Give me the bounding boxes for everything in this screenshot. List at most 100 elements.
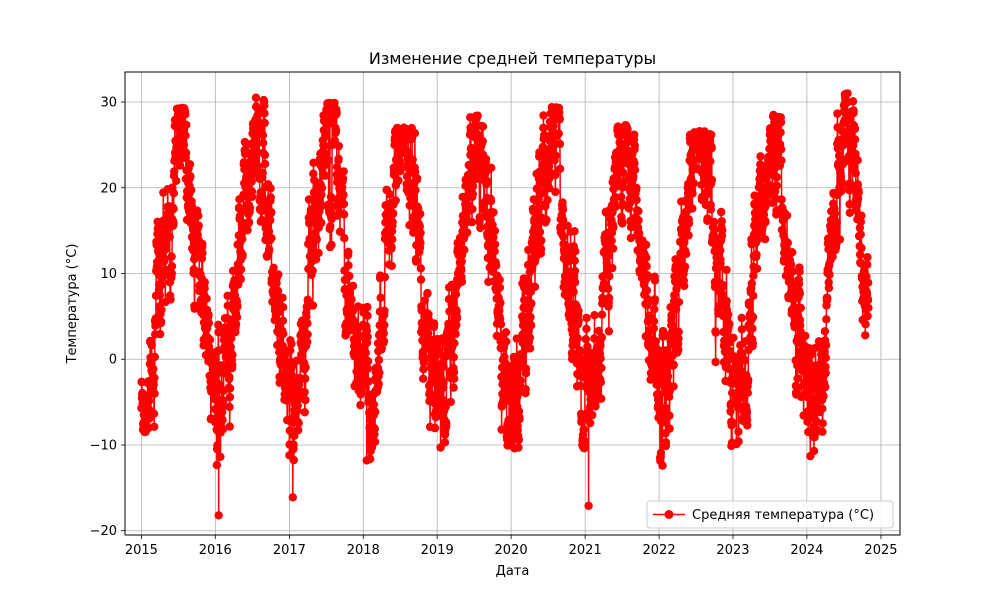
data-point-marker: [419, 365, 428, 374]
data-point-marker: [449, 368, 459, 377]
data-point-marker: [451, 329, 460, 339]
data-point-marker: [379, 329, 388, 338]
data-point-marker: [753, 234, 763, 244]
data-point-marker: [822, 315, 831, 324]
data-point-marker: [793, 374, 802, 383]
x-tick-label: 2024: [790, 543, 823, 558]
data-point-marker: [551, 187, 560, 197]
data-point-marker: [363, 302, 372, 312]
data-point-marker: [764, 187, 773, 196]
data-point-marker: [551, 151, 560, 160]
data-point-marker: [534, 204, 543, 213]
data-point-marker: [864, 303, 873, 312]
data-point-marker: [388, 217, 397, 227]
data-point-marker: [260, 159, 270, 169]
data-point-marker: [264, 245, 274, 254]
data-point-marker: [581, 335, 590, 344]
data-point-marker: [396, 165, 405, 175]
data-point-marker: [496, 298, 505, 308]
data-point-marker: [419, 374, 428, 383]
data-point-marker: [521, 385, 530, 394]
data-point-marker: [835, 235, 845, 244]
data-point-marker: [490, 226, 500, 236]
data-point-marker: [709, 217, 719, 227]
data-point-marker: [500, 352, 509, 362]
data-point-marker: [467, 144, 476, 154]
data-point-marker: [380, 272, 389, 282]
data-point-marker: [232, 313, 242, 322]
data-point-marker: [490, 247, 499, 256]
data-point-marker: [707, 144, 716, 153]
legend-box: [646, 500, 894, 529]
data-point-marker: [850, 124, 860, 133]
data-point-marker: [287, 371, 296, 380]
y-tick-label: 30: [100, 96, 117, 111]
y-tick-label: 20: [100, 181, 117, 196]
data-point-marker: [562, 242, 572, 251]
data-point-marker: [590, 334, 599, 343]
data-series: [137, 89, 873, 520]
data-point-marker: [156, 317, 166, 326]
data-point-marker: [490, 240, 500, 249]
x-tick-label: 2015: [125, 543, 158, 558]
data-point-marker: [684, 231, 693, 240]
data-point-marker: [321, 149, 330, 158]
data-point-marker: [570, 227, 579, 236]
data-point-marker: [416, 209, 425, 218]
data-point-marker: [665, 424, 674, 433]
data-point-marker: [157, 280, 166, 290]
data-point-marker: [820, 327, 830, 336]
data-point-marker: [221, 323, 230, 332]
data-point-marker: [832, 218, 841, 228]
data-point-marker: [301, 363, 310, 372]
data-point-marker: [605, 272, 614, 281]
data-point-marker: [496, 320, 506, 329]
data-point-marker: [718, 290, 728, 299]
data-point-marker: [650, 276, 660, 285]
data-point-marker: [607, 236, 616, 245]
data-point-marker: [863, 311, 872, 321]
data-point-marker: [711, 328, 720, 337]
data-point-marker: [238, 234, 247, 244]
data-point-marker: [215, 380, 224, 389]
data-point-marker: [375, 368, 384, 377]
data-point-marker: [828, 252, 837, 261]
data-point-marker: [661, 438, 671, 447]
data-point-marker: [783, 238, 792, 247]
data-point-marker: [861, 331, 870, 340]
legend-label: Средняя температура (°C): [692, 508, 874, 523]
data-point-marker: [416, 228, 425, 237]
data-point-marker: [848, 97, 858, 106]
data-point-marker: [760, 235, 770, 244]
data-point-marker: [348, 281, 358, 291]
data-point-marker: [326, 222, 335, 231]
data-point-marker: [308, 266, 317, 275]
data-point-marker: [667, 313, 676, 322]
data-point-marker: [571, 247, 580, 256]
data-point-marker: [205, 335, 215, 344]
data-point-marker: [703, 189, 712, 199]
data-point-marker: [410, 167, 420, 176]
data-point-marker: [410, 129, 420, 138]
data-point-marker: [457, 257, 466, 266]
data-point-marker: [228, 350, 237, 360]
data-point-marker: [520, 295, 529, 304]
data-point-marker: [843, 89, 852, 98]
data-point-marker: [821, 368, 830, 378]
data-point-marker: [416, 264, 425, 273]
data-point-marker: [549, 121, 558, 131]
data-point-marker: [408, 155, 417, 164]
data-point-marker: [431, 352, 440, 362]
data-point-marker: [213, 441, 222, 450]
data-point-marker: [247, 177, 256, 186]
data-point-marker: [832, 228, 841, 237]
x-tick-label: 2019: [421, 543, 454, 558]
data-point-marker: [457, 277, 467, 286]
data-point-marker: [772, 181, 781, 190]
data-point-marker: [301, 374, 310, 383]
data-point-marker: [707, 175, 717, 185]
data-point-marker: [586, 418, 595, 428]
data-point-marker: [156, 329, 165, 339]
data-point-marker: [818, 427, 827, 436]
data-point-marker: [478, 136, 487, 146]
